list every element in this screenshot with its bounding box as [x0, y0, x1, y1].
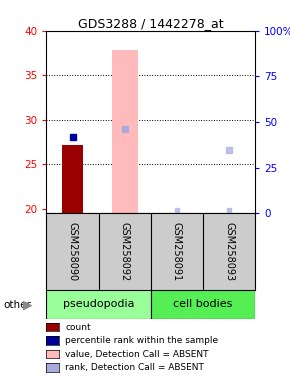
Text: percentile rank within the sample: percentile rank within the sample — [65, 336, 218, 345]
Title: GDS3288 / 1442278_at: GDS3288 / 1442278_at — [78, 17, 224, 30]
Bar — [62, 145, 83, 213]
Bar — [112, 50, 138, 213]
Bar — [151, 290, 255, 319]
Text: GSM258090: GSM258090 — [68, 222, 77, 281]
Text: GSM258091: GSM258091 — [172, 222, 182, 281]
Text: cell bodies: cell bodies — [173, 299, 233, 310]
Text: other: other — [3, 300, 31, 310]
Text: rank, Detection Call = ABSENT: rank, Detection Call = ABSENT — [65, 363, 204, 372]
Text: GSM258092: GSM258092 — [120, 222, 130, 281]
Bar — [46, 290, 151, 319]
Text: pseudopodia: pseudopodia — [63, 299, 134, 310]
Text: count: count — [65, 323, 91, 332]
Text: ▶: ▶ — [23, 298, 32, 311]
Text: value, Detection Call = ABSENT: value, Detection Call = ABSENT — [65, 349, 209, 359]
Text: GSM258093: GSM258093 — [224, 222, 234, 281]
